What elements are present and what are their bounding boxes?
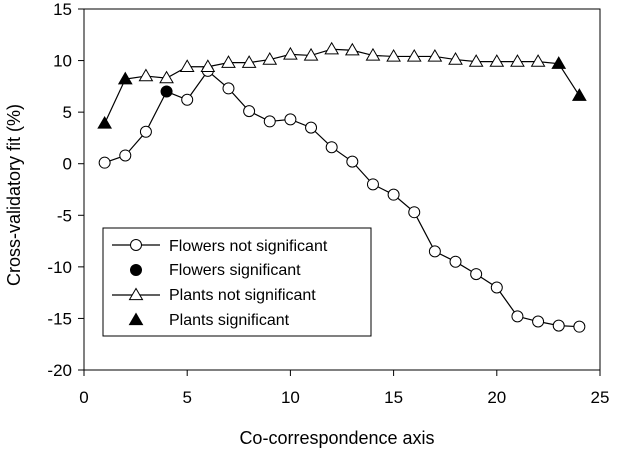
flowers-point [449,255,462,268]
plants-point [551,56,567,69]
plants-point [489,54,505,67]
x-axis: 0 5 10 15 20 25 [79,370,609,407]
series-line-plants [104,48,580,124]
flowers-point [119,149,132,162]
y-axis: -20 -15 -10 -5 0 5 10 15 [47,0,84,380]
legend-label-flowers-significant: Flowers significant [169,262,301,279]
plants-point [283,46,298,60]
legend-label-flowers-not-significant: Flowers not significant [169,238,328,255]
plants-point [200,59,216,72]
y-tick-label: 0 [63,155,72,174]
series-plants [97,41,587,129]
y-tick-label: 15 [53,0,72,19]
flowers-point [573,320,586,333]
flowers-point [160,85,173,98]
flowers-point [428,245,441,258]
flowers-point [490,281,503,294]
x-tick-label: 10 [281,388,300,407]
y-tick-label: -5 [57,206,72,225]
flowers-point [552,319,565,332]
plants-point [221,55,236,68]
plants-point [159,70,174,84]
x-tick-label: 5 [182,388,191,407]
plants-point [97,115,113,129]
series-layer [97,41,587,333]
y-tick-label: -15 [47,309,72,328]
plants-point [448,52,463,65]
flowers-point [284,113,297,126]
flowers-point [470,268,483,281]
plants-point [179,59,195,72]
plants-point [117,71,133,85]
plot-border [83,8,601,371]
plants-point [427,48,443,62]
plants-point [344,42,360,56]
flowers-point [263,115,276,128]
y-axis-title: Cross-validatory fit (%) [4,104,24,286]
legend-marker [128,312,144,326]
plants-point [324,41,340,55]
legend-label-plants-significant: Plants significant [169,312,290,329]
legend-box [102,227,372,337]
legend: Flowers not significant Flowers signific… [102,227,372,337]
flowers-point [408,206,421,219]
flowers-point [387,188,400,201]
x-tick-label: 20 [487,388,506,407]
plants-point [303,47,319,61]
plants-point [241,55,257,68]
flowers-point [243,105,256,118]
flowers-point [325,141,338,154]
plants-point [406,48,422,62]
y-tick-label: -10 [47,258,72,277]
flowers-point [222,82,235,95]
plants-point [571,88,587,101]
plants-point [386,48,401,62]
legend-label-plants-not-significant: Plants not significant [169,287,316,304]
legend-marker [128,287,144,301]
plot-area [83,8,601,371]
flowers-point [305,121,318,134]
y-tick-label: -20 [47,361,72,380]
y-tick-label: 10 [53,52,72,71]
plants-point [510,54,525,67]
flowers-point [366,178,379,191]
flowers-point [181,93,194,106]
x-tick-label: 25 [591,388,610,407]
x-tick-label: 15 [384,388,403,407]
legend-marker [130,239,142,251]
flowers-point [346,155,359,168]
y-tick-label: 5 [63,103,72,122]
flowers-point [98,156,111,169]
plants-point [138,68,154,82]
x-axis-title: Co-correspondence axis [239,428,434,448]
plants-point [468,54,484,67]
plants-point [530,54,546,67]
flowers-point [532,315,545,328]
x-tick-label: 0 [79,388,88,407]
plants-point [365,47,381,61]
flowers-point [511,310,524,323]
series-flowers [98,64,586,333]
legend-marker [130,264,142,276]
flowers-point [139,125,152,138]
plants-point [262,52,278,65]
